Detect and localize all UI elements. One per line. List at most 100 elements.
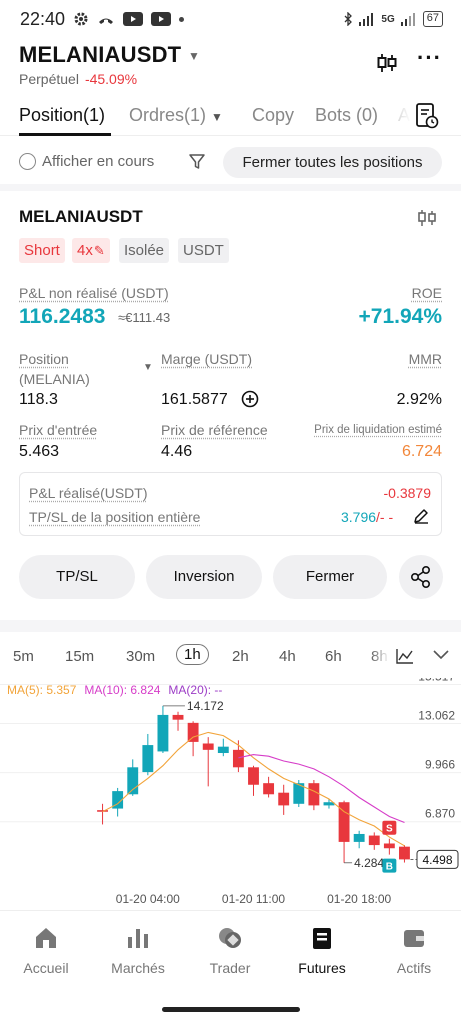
reference-price-value: 4.46	[161, 443, 193, 460]
tpsl-label: TP/SL de la position entière	[29, 509, 201, 525]
candle-body	[278, 792, 290, 806]
position-symbol[interactable]: MELANIAUSDT	[19, 207, 143, 226]
candle-body	[368, 835, 380, 846]
liquidation-price-value: 6.724	[401, 443, 442, 460]
quote-currency-tag: USDT	[178, 238, 229, 263]
low-price-label: 4.284	[354, 856, 384, 870]
timeframe-15m[interactable]: 15m	[65, 648, 95, 665]
y-tick-label: 6.870	[425, 807, 455, 821]
last-price-tag	[416, 849, 459, 869]
pair-subtitle: Perpétuel -45.09%	[19, 71, 137, 87]
nav-assets-label: Actifs	[396, 960, 432, 976]
timeframe-5m[interactable]: 5m	[13, 648, 34, 665]
signal-icon	[359, 13, 374, 26]
tab-orders[interactable]: Ordres(1) ▼	[129, 105, 223, 126]
tpsl-button[interactable]: TP/SL	[19, 555, 135, 599]
close-position-button[interactable]: Fermer	[273, 555, 387, 599]
margin-mode-tag: Isolée	[119, 238, 170, 263]
candle-body	[293, 783, 305, 804]
bluetooth-icon	[344, 12, 353, 26]
margin-value: 161.5877	[161, 391, 228, 408]
timeframe-30m[interactable]: 30m	[126, 648, 156, 665]
close-all-positions-button[interactable]: Fermer toutes les positions	[223, 147, 442, 178]
chevron-down-icon[interactable]	[432, 649, 450, 661]
nav-futures-label: Futures	[298, 960, 346, 976]
add-margin-icon[interactable]	[241, 390, 259, 408]
youtube-icon	[151, 12, 171, 26]
candlestick-chart-icon[interactable]	[417, 209, 437, 227]
sl-value: /- -	[376, 509, 394, 525]
trade-icon	[219, 928, 241, 948]
reference-price-label: Prix de référence	[161, 422, 268, 438]
candle-body	[202, 743, 214, 750]
candle-body	[248, 767, 259, 785]
tab-position[interactable]: Position(1)	[19, 105, 106, 125]
history-document-icon[interactable]	[415, 102, 439, 130]
candle-body	[157, 714, 169, 752]
timeframe-2h[interactable]: 2h	[232, 648, 249, 665]
show-current-radio[interactable]	[19, 153, 36, 170]
reverse-button[interactable]: Inversion	[146, 555, 262, 599]
network-type: 5G	[381, 13, 395, 25]
nav-futures[interactable]: Futures	[276, 925, 368, 976]
bottom-navigation	[0, 910, 461, 990]
candle-body	[338, 802, 350, 842]
nav-assets[interactable]: Actifs	[368, 925, 460, 976]
gear-icon	[74, 12, 88, 26]
nav-home-label: Accueil	[23, 960, 69, 976]
candle-body	[187, 722, 199, 742]
candle-body	[263, 783, 275, 795]
trade-marker-label: B	[386, 862, 393, 873]
position-size-unit: (MELANIA)	[19, 371, 90, 387]
edit-icon: ✎	[93, 243, 105, 258]
ma5-value: MA(5): 5.357	[7, 683, 77, 697]
side-tag: Short	[19, 238, 65, 263]
nav-markets[interactable]: Marchés	[92, 925, 184, 976]
candle-body	[323, 802, 335, 806]
y-tick-label: 15.517	[418, 678, 455, 683]
ma-legend: MA(5): 5.357 MA(10): 6.824 MA(20): --	[7, 683, 222, 697]
candle-body	[353, 833, 365, 842]
line-chart-icon[interactable]	[396, 648, 414, 664]
candlestick-chart-icon[interactable]	[376, 52, 398, 74]
nav-home[interactable]: Accueil	[0, 925, 92, 976]
edit-icon[interactable]	[413, 508, 429, 524]
share-button[interactable]	[399, 555, 443, 599]
tab-fade	[393, 100, 411, 134]
pair-title[interactable]: MELANIAUSDT	[19, 42, 182, 67]
unrealized-pnl-value: 116.2483	[19, 305, 106, 328]
entry-price-value: 5.463	[19, 443, 60, 460]
liquidation-price-label: Prix de liquidation estimé	[314, 424, 442, 436]
tab-orders-label: Ordres(1)	[129, 105, 207, 125]
timeframe-1h[interactable]: 1h	[176, 644, 209, 665]
candle-body	[217, 746, 229, 754]
timeframe-6h[interactable]: 6h	[325, 648, 342, 665]
show-current-label[interactable]: Afficher en cours	[42, 153, 155, 170]
ma10-line	[238, 754, 405, 824]
more-options-icon[interactable]: ···	[417, 45, 442, 70]
x-tick-label: 01-20 18:00	[327, 892, 391, 906]
high-price-label: 14.172	[187, 699, 224, 713]
caret-down-icon[interactable]: ▼	[143, 362, 153, 373]
pair-dropdown-icon[interactable]: ▼	[188, 49, 200, 63]
mmr-value: 2.92%	[396, 391, 442, 408]
filter-icon[interactable]	[188, 153, 206, 171]
leverage-tag[interactable]: 4x✎	[72, 238, 110, 263]
timeframe-4h[interactable]: 4h	[279, 648, 296, 665]
tab-bots[interactable]: Bots (0)	[315, 105, 379, 125]
position-size-label: Position	[19, 351, 69, 367]
last-price-label: 4.498	[422, 853, 452, 867]
candle-body	[232, 749, 244, 768]
y-tick-label: 13.062	[418, 708, 455, 722]
timeframe-fade	[370, 640, 398, 670]
price-chart[interactable]: 15.517 13.062 9.966 6.870 14.172 4.284 S B 4.498…	[0, 678, 461, 910]
candle-body	[383, 843, 395, 849]
realized-pnl-value: -0.3879	[383, 485, 431, 501]
nav-markets-label: Marchés	[111, 960, 165, 976]
roe-value: +71.94%	[358, 305, 443, 328]
nav-trade[interactable]: Trader	[184, 925, 276, 976]
candle-body	[308, 783, 320, 806]
unrealized-pnl-label: P&L non réalisé (USDT)	[19, 285, 169, 301]
tab-copy[interactable]: Copy	[252, 105, 295, 125]
ma20-value: MA(20): --	[168, 683, 223, 697]
